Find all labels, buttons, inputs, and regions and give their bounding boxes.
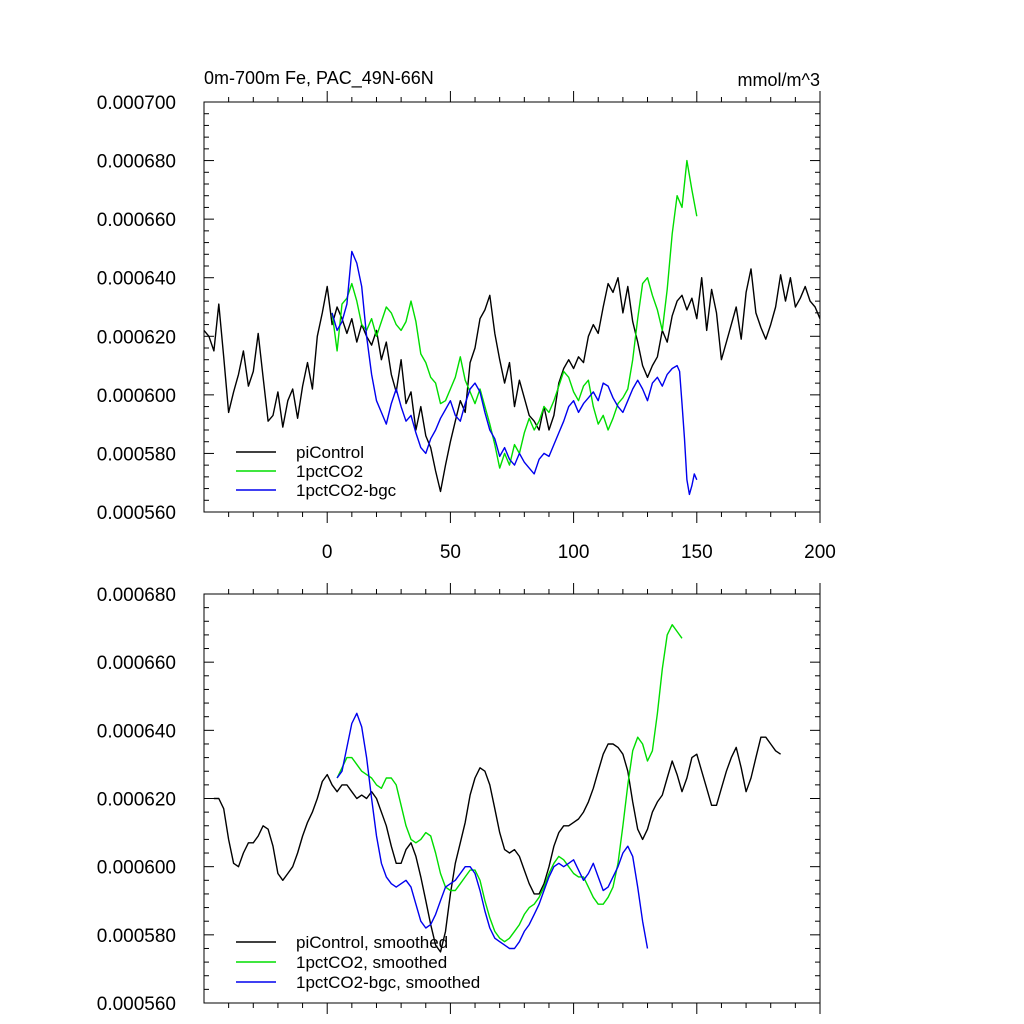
y-tick-label: 0.000640 <box>97 721 176 742</box>
legend-label: 1pctCO2-bgc, smoothed <box>296 973 480 992</box>
y-tick-label: 0.000640 <box>97 269 176 290</box>
y-tick-label: 0.000560 <box>97 503 176 524</box>
y-tick-label: 0.000680 <box>97 152 176 173</box>
units-label: mmol/m^3 <box>738 70 820 90</box>
y-tick-label: 0.000600 <box>97 386 176 407</box>
plot-frame <box>203 101 821 513</box>
bottom-panel: 0.000560 0.000580 0.000600 0.000620 0.000640… <box>97 583 821 1015</box>
y-tick-label: 0.000600 <box>97 858 176 879</box>
legend-label: 1pctCO2 <box>296 462 363 481</box>
legend-label: 1pctCO2, smoothed <box>296 953 447 972</box>
legend-label: piControl, smoothed <box>296 933 448 952</box>
series-line-0 <box>204 268 820 493</box>
chart-title: 0m-700m Fe, PAC_49N-66N <box>204 68 434 89</box>
series-line-1 <box>336 624 683 943</box>
y-tick-label: 0.000700 <box>97 93 176 114</box>
x-tick-label: 50 <box>440 542 461 563</box>
x-tick-label: 100 <box>558 542 590 563</box>
series-line-1 <box>331 159 698 469</box>
y-tick-label: 0.000560 <box>97 994 176 1015</box>
x-tick-label: 200 <box>804 542 836 563</box>
y-tick-label: 0.000680 <box>97 585 176 606</box>
legend-label: piControl <box>296 443 364 462</box>
y-tick-label: 0.000580 <box>97 926 176 947</box>
y-tick-label: 0.000580 <box>97 444 176 465</box>
top-panel: 0.000560 0.000580 0.000600 0.000620 0.000640… <box>97 68 836 563</box>
series-line-2 <box>331 250 698 496</box>
x-tick-label: 150 <box>681 542 713 563</box>
y-tick-label: 0.000620 <box>97 327 176 348</box>
series-line-2 <box>336 712 649 950</box>
y-tick-label: 0.000620 <box>97 790 176 811</box>
y-tick-label: 0.000660 <box>97 653 176 674</box>
y-tick-label: 0.000660 <box>97 210 176 231</box>
legend-label: 1pctCO2-bgc <box>296 481 397 500</box>
x-tick-label: 0 <box>322 542 333 563</box>
series-line-0 <box>213 736 781 953</box>
